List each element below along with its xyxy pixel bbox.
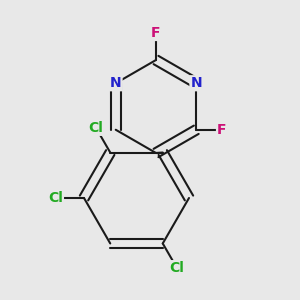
Text: N: N bbox=[190, 76, 202, 90]
Text: F: F bbox=[217, 123, 226, 137]
Text: Cl: Cl bbox=[48, 191, 63, 205]
Text: Cl: Cl bbox=[88, 121, 104, 135]
Text: F: F bbox=[151, 26, 161, 40]
Text: N: N bbox=[110, 76, 122, 90]
Text: Cl: Cl bbox=[169, 261, 184, 275]
